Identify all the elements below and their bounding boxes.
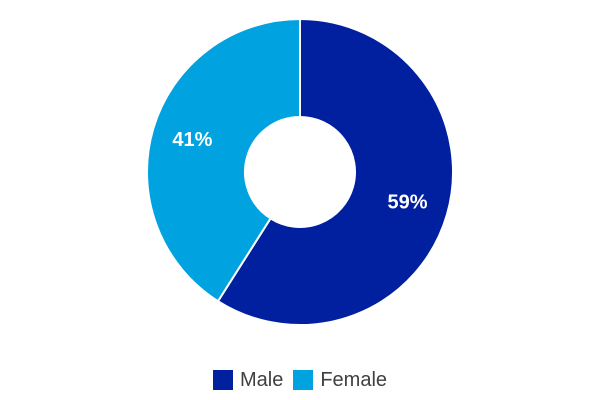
legend-label-male: Male — [239, 369, 284, 391]
data-label-female: 41% — [172, 129, 212, 151]
donut-chart-svg: 59% 41% — [146, 17, 454, 326]
legend-swatch-male — [212, 370, 233, 390]
legend-item-female: Female — [293, 368, 387, 392]
donut-slice-male — [216, 17, 454, 326]
legend-item-male: Male — [212, 368, 284, 392]
legend-swatch-female — [293, 370, 314, 390]
legend: Male Female — [0, 368, 600, 392]
data-label-male: 59% — [388, 192, 428, 214]
legend-label-female: Female — [320, 369, 388, 391]
donut-slice-female — [146, 17, 301, 303]
